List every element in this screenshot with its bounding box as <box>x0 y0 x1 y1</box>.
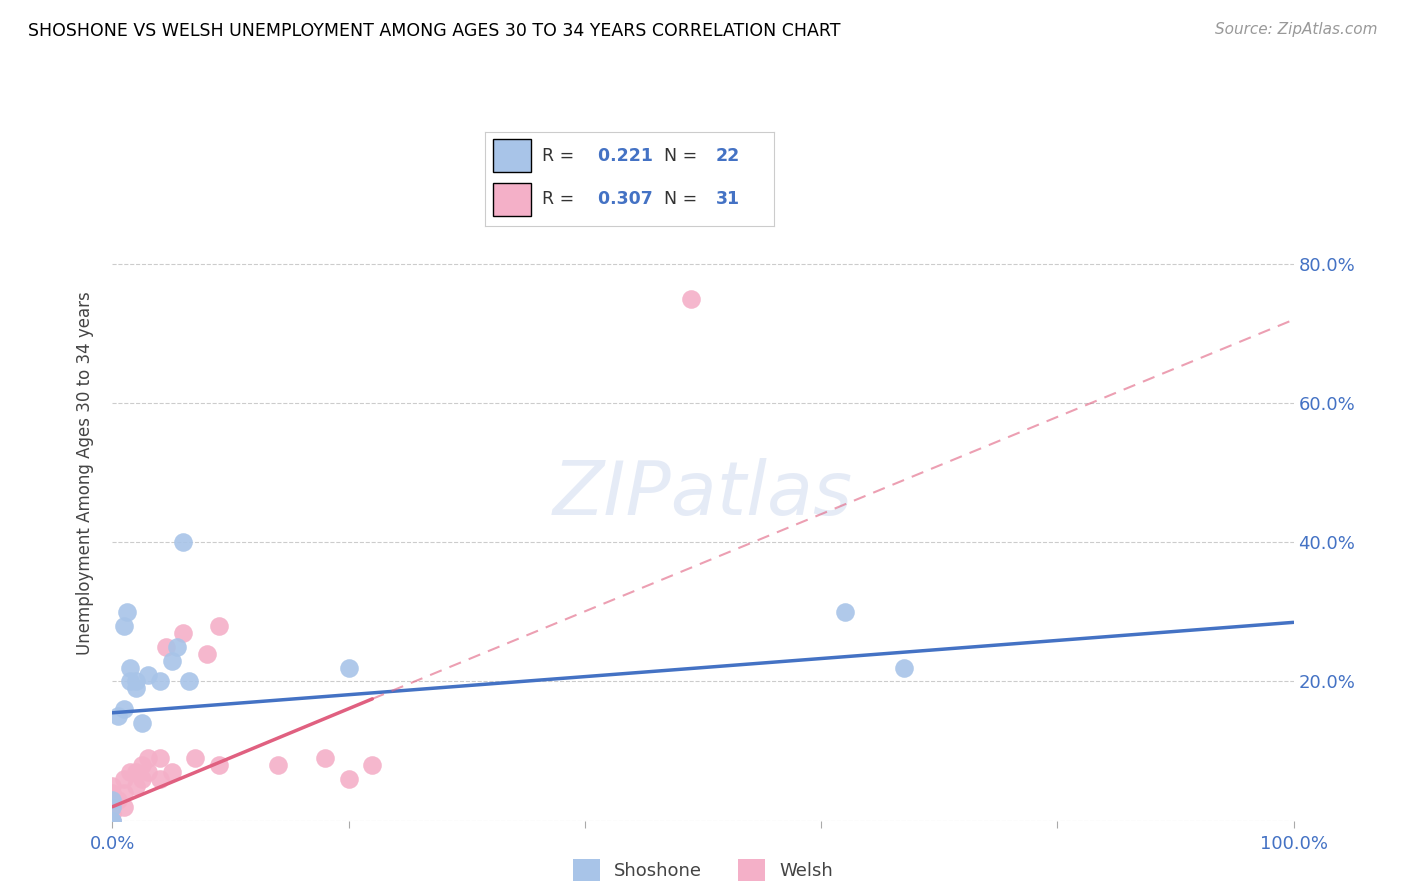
Point <box>681 292 703 306</box>
Point <box>125 764 148 779</box>
Point <box>115 605 138 619</box>
Point <box>208 619 231 633</box>
Point <box>112 619 135 633</box>
Point <box>172 535 194 549</box>
Point <box>125 674 148 689</box>
Point <box>101 786 124 800</box>
Point <box>120 674 142 689</box>
Point <box>361 758 384 772</box>
Point <box>125 779 148 793</box>
Point <box>337 772 360 786</box>
Point <box>893 660 915 674</box>
Y-axis label: Unemployment Among Ages 30 to 34 years: Unemployment Among Ages 30 to 34 years <box>76 291 94 655</box>
Point <box>120 764 142 779</box>
Point <box>131 758 153 772</box>
Text: SHOSHONE VS WELSH UNEMPLOYMENT AMONG AGES 30 TO 34 YEARS CORRELATION CHART: SHOSHONE VS WELSH UNEMPLOYMENT AMONG AGE… <box>28 22 841 40</box>
Text: ZIPatlas: ZIPatlas <box>553 458 853 530</box>
Point <box>101 799 124 814</box>
Point <box>149 674 172 689</box>
Point <box>179 674 201 689</box>
Point <box>112 786 135 800</box>
Point <box>101 814 124 828</box>
Point <box>112 799 135 814</box>
Point <box>120 660 142 674</box>
Point <box>112 702 135 716</box>
Point <box>155 640 177 654</box>
Point <box>136 764 159 779</box>
Point <box>131 772 153 786</box>
Point <box>112 772 135 786</box>
Point <box>184 751 207 765</box>
Point <box>195 647 218 661</box>
Point <box>314 751 336 765</box>
Point <box>101 814 124 828</box>
Point <box>101 814 124 828</box>
Point <box>160 654 183 668</box>
Point <box>101 806 124 821</box>
Point <box>267 758 290 772</box>
Point <box>166 640 188 654</box>
Point <box>101 793 124 807</box>
Point <box>149 751 172 765</box>
Point <box>337 660 360 674</box>
Point <box>131 716 153 731</box>
Point <box>149 772 172 786</box>
Point <box>160 764 183 779</box>
Point <box>101 793 124 807</box>
Point <box>101 799 124 814</box>
Point <box>136 751 159 765</box>
Text: Source: ZipAtlas.com: Source: ZipAtlas.com <box>1215 22 1378 37</box>
Point <box>834 605 856 619</box>
Point <box>107 709 129 723</box>
Point <box>101 779 124 793</box>
Point <box>172 625 194 640</box>
Legend: Shoshone, Welsh: Shoshone, Welsh <box>565 852 841 888</box>
Point <box>136 667 159 681</box>
Point <box>125 681 148 696</box>
Point <box>208 758 231 772</box>
Point <box>107 793 129 807</box>
